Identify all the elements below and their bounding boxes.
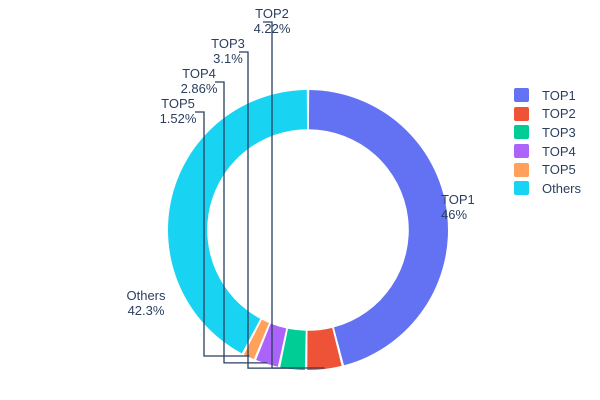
- pie-slice-others[interactable]: [168, 90, 308, 354]
- leader-line: [195, 111, 250, 357]
- slice-label-top1-pct: 46%: [441, 207, 468, 222]
- legend-item-label: TOP5: [542, 162, 576, 178]
- slice-label-top4: TOP4 2.86%: [152, 66, 246, 96]
- slice-label-top2: TOP2 4.22%: [222, 6, 322, 36]
- legend-item-top3[interactable]: TOP3: [514, 123, 598, 142]
- slice-label-top3-pct: 3.1%: [213, 51, 243, 66]
- slice-label-top3-name: TOP3: [211, 36, 245, 51]
- slice-label-top2-name: TOP2: [255, 6, 289, 21]
- legend-item-top5[interactable]: TOP5: [514, 160, 598, 179]
- legend-item-label: TOP1: [542, 87, 576, 103]
- legend-swatch-icon: [514, 162, 529, 177]
- slice-label-top2-pct: 4.22%: [253, 21, 291, 36]
- legend-item-top1[interactable]: TOP1: [514, 86, 598, 105]
- leader-lines: [195, 21, 325, 369]
- slice-label-top5: TOP5 1.52%: [132, 96, 224, 126]
- legend-item-top2[interactable]: TOP2: [514, 105, 598, 124]
- legend-swatch-icon: [514, 181, 529, 196]
- legend-swatch-icon: [514, 144, 529, 159]
- pie-slice-top5[interactable]: [243, 319, 270, 360]
- leader-line: [215, 81, 268, 364]
- pie-slice-top4[interactable]: [256, 323, 287, 367]
- pie-slice-top3[interactable]: [280, 328, 306, 370]
- legend-item-label: TOP4: [542, 143, 576, 159]
- leader-line: [263, 21, 325, 369]
- legend-item-label: TOP2: [542, 106, 576, 122]
- pie-slice-top1[interactable]: [308, 90, 449, 366]
- legend-swatch-icon: [514, 88, 529, 103]
- slice-label-top3: TOP3 3.1%: [180, 36, 276, 66]
- slice-label-top4-name: TOP4: [182, 66, 216, 81]
- legend-item-top4[interactable]: TOP4: [514, 142, 598, 161]
- slice-label-top5-name: TOP5: [161, 96, 195, 111]
- legend-item-label: TOP3: [542, 124, 576, 140]
- slice-label-top5-pct: 1.52%: [159, 111, 197, 126]
- slice-label-others-name: Others: [126, 288, 166, 303]
- slice-label-others: Others 42.3%: [104, 288, 188, 318]
- donut-slices: [168, 90, 449, 370]
- pie-slice-top2[interactable]: [307, 327, 342, 370]
- legend-swatch-icon: [514, 125, 529, 140]
- legend-item-others[interactable]: Others: [514, 179, 598, 198]
- legend: TOP1 TOP2 TOP3 TOP4 TOP5 Others: [514, 86, 598, 198]
- leader-line: [239, 51, 293, 369]
- legend-swatch-icon: [514, 106, 529, 121]
- slice-label-top1-name: TOP1: [441, 192, 475, 207]
- slice-label-top1: TOP1 46%: [441, 192, 475, 222]
- slice-label-others-pct: 42.3%: [127, 303, 165, 318]
- slice-label-top4-pct: 2.86%: [180, 81, 218, 96]
- legend-item-label: Others: [542, 180, 582, 196]
